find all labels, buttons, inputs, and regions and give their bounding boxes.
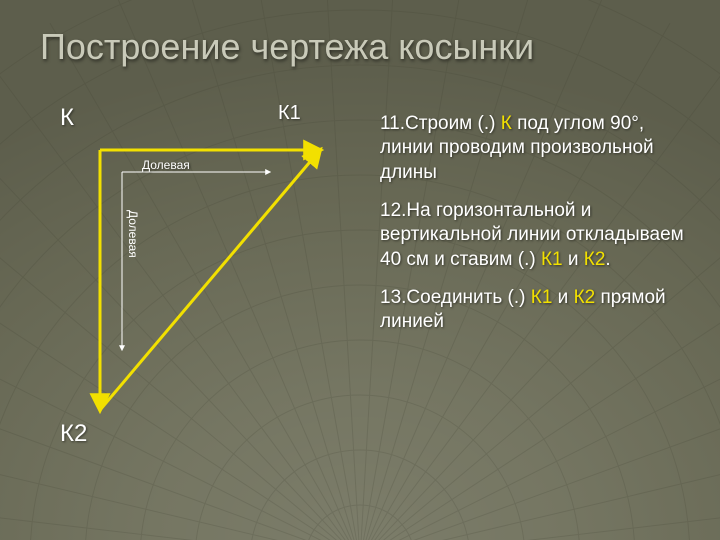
item-number: 13. xyxy=(380,287,406,308)
slide-title: Построение чертежа косынки xyxy=(40,26,680,68)
label-k: К xyxy=(60,104,74,132)
list-item: 12.На горизонтальной и вертикальной лини… xyxy=(380,199,690,272)
hot-k1b: К1 xyxy=(531,287,553,308)
slide: Построение чертежа косынки К К1 К2 Долев… xyxy=(0,0,720,540)
triangle-diagram: К К1 К2 Долевая Долевая xyxy=(60,110,360,490)
instruction-list: 11.Строим (.) К под углом 90°, линии про… xyxy=(380,112,690,349)
item-number: 12. xyxy=(380,200,406,221)
label-dolevaya-h: Долевая xyxy=(142,158,190,172)
triangle-svg xyxy=(60,110,360,490)
list-item: 11.Строим (.) К под углом 90°, линии про… xyxy=(380,112,690,185)
label-dolevaya-v: Долевая xyxy=(126,210,140,258)
item-number: 11. xyxy=(380,113,405,134)
list-item: 13.Соединить (.) К1 и К2 прямой линией xyxy=(380,286,690,335)
label-k1: К1 xyxy=(278,102,301,125)
hot-k: К xyxy=(501,113,512,134)
label-k2: К2 xyxy=(60,420,87,448)
hot-k2: К2 xyxy=(584,249,606,270)
hot-k2b: К2 xyxy=(574,287,596,308)
hot-k1: К1 xyxy=(541,249,563,270)
